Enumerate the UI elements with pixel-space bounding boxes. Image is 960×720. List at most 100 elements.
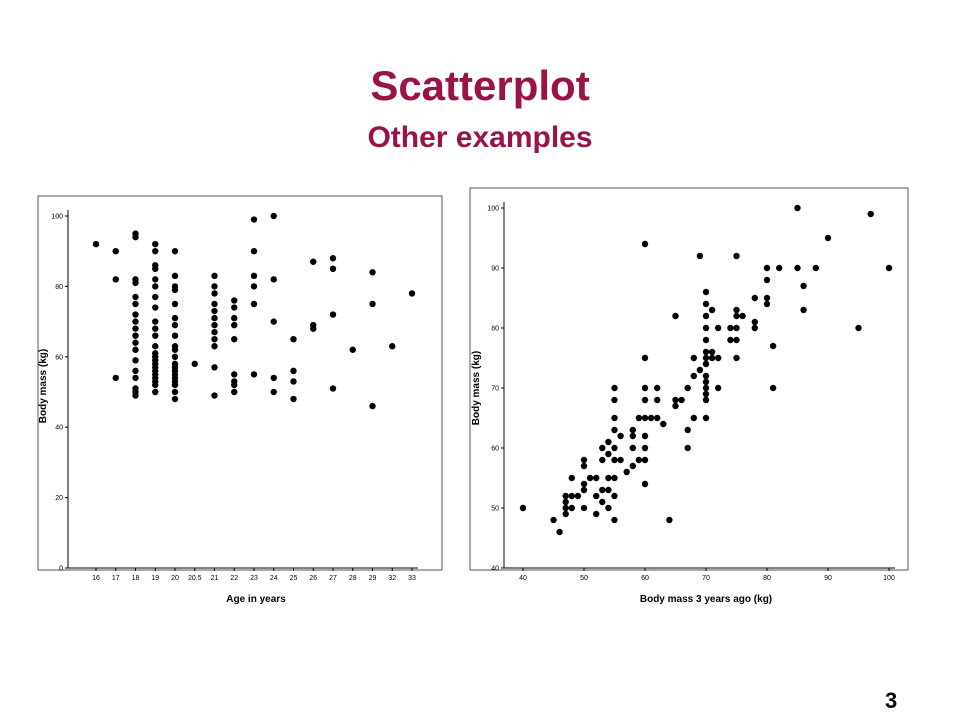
y-tick-label: 60 bbox=[491, 446, 499, 453]
data-point bbox=[132, 233, 139, 241]
data-point bbox=[690, 372, 697, 380]
data-point bbox=[132, 332, 139, 339]
data-point bbox=[769, 384, 777, 392]
data-point bbox=[678, 396, 685, 404]
data-point bbox=[599, 444, 606, 452]
data-point bbox=[611, 414, 618, 422]
data-point bbox=[132, 300, 139, 308]
y-axis-label: Body mass (kg) bbox=[38, 349, 49, 423]
data-point bbox=[250, 300, 258, 308]
data-point bbox=[702, 414, 710, 422]
y-tick-label: 40 bbox=[55, 425, 63, 432]
data-point bbox=[672, 396, 679, 404]
data-point bbox=[855, 324, 862, 332]
x-tick-label: 100 bbox=[883, 575, 895, 582]
data-point bbox=[152, 388, 159, 396]
data-point bbox=[112, 276, 119, 283]
page-number: 3 bbox=[885, 688, 898, 713]
data-point bbox=[171, 353, 179, 360]
data-point bbox=[132, 357, 139, 364]
data-point bbox=[329, 385, 337, 392]
data-point bbox=[702, 390, 710, 398]
data-point bbox=[666, 516, 673, 524]
data-point bbox=[171, 248, 179, 255]
data-point bbox=[599, 486, 606, 494]
data-point bbox=[152, 265, 159, 272]
data-point bbox=[696, 252, 704, 260]
data-point bbox=[369, 402, 376, 410]
data-point bbox=[708, 354, 716, 362]
y-tick-label: 80 bbox=[491, 326, 499, 333]
data-point bbox=[231, 304, 238, 311]
data-point bbox=[702, 384, 710, 392]
data-point bbox=[654, 414, 661, 422]
data-point bbox=[408, 290, 416, 297]
x-tick-label: 17 bbox=[112, 575, 120, 582]
data-point bbox=[641, 354, 649, 362]
data-point bbox=[92, 240, 100, 248]
data-point bbox=[152, 248, 159, 255]
data-point bbox=[132, 279, 139, 287]
data-point bbox=[290, 367, 297, 375]
data-point bbox=[611, 384, 618, 392]
x-tick-label: 90 bbox=[824, 575, 832, 582]
data-point bbox=[763, 264, 771, 272]
data-point bbox=[568, 504, 575, 512]
data-point bbox=[580, 462, 588, 470]
data-point bbox=[152, 343, 159, 350]
x-tick-label: 20.5 bbox=[188, 575, 202, 582]
x-tick-label: 23 bbox=[250, 575, 258, 582]
x-tick-label: 22 bbox=[230, 575, 238, 582]
data-point bbox=[599, 456, 606, 464]
data-point bbox=[641, 444, 649, 452]
data-point bbox=[250, 371, 258, 378]
data-point bbox=[171, 388, 179, 396]
data-point bbox=[769, 342, 777, 350]
data-point bbox=[702, 324, 710, 332]
data-point bbox=[211, 307, 218, 315]
data-point bbox=[702, 300, 710, 308]
data-point bbox=[580, 504, 588, 512]
x-tick-label: 60 bbox=[641, 575, 649, 582]
data-point bbox=[310, 325, 317, 332]
data-point bbox=[270, 388, 277, 396]
data-point bbox=[867, 210, 874, 218]
data-point bbox=[776, 264, 783, 272]
data-point bbox=[211, 392, 218, 399]
data-point bbox=[599, 498, 606, 506]
data-point bbox=[623, 468, 630, 476]
data-point bbox=[611, 444, 618, 452]
data-point bbox=[132, 367, 139, 375]
data-point bbox=[171, 300, 179, 308]
data-point bbox=[733, 312, 740, 320]
data-point bbox=[171, 321, 179, 329]
data-point bbox=[702, 312, 710, 320]
data-point bbox=[132, 293, 139, 301]
data-point bbox=[733, 252, 740, 260]
data-point bbox=[641, 240, 649, 248]
x-tick-label: 70 bbox=[702, 575, 710, 582]
data-point bbox=[550, 516, 557, 524]
x-tick-label: 25 bbox=[290, 575, 298, 582]
data-point bbox=[132, 318, 139, 325]
x-tick-label: 40 bbox=[519, 575, 527, 582]
data-point bbox=[270, 212, 277, 220]
x-tick-label: 26 bbox=[309, 575, 317, 582]
data-point bbox=[611, 474, 618, 482]
data-point bbox=[369, 300, 376, 308]
data-point bbox=[171, 346, 179, 353]
data-point bbox=[690, 354, 697, 362]
x-tick-label: 24 bbox=[270, 575, 278, 582]
data-point bbox=[611, 516, 618, 524]
data-point bbox=[696, 366, 704, 374]
data-point bbox=[794, 264, 801, 272]
x-axis-label: Body mass 3 years ago (kg) bbox=[640, 594, 772, 605]
plot-frame bbox=[469, 187, 909, 571]
data-point bbox=[329, 265, 337, 272]
data-point bbox=[611, 396, 618, 404]
data-point bbox=[562, 504, 569, 512]
data-point bbox=[794, 204, 801, 212]
data-point bbox=[629, 432, 636, 440]
data-point bbox=[660, 420, 667, 428]
data-point bbox=[684, 384, 691, 392]
